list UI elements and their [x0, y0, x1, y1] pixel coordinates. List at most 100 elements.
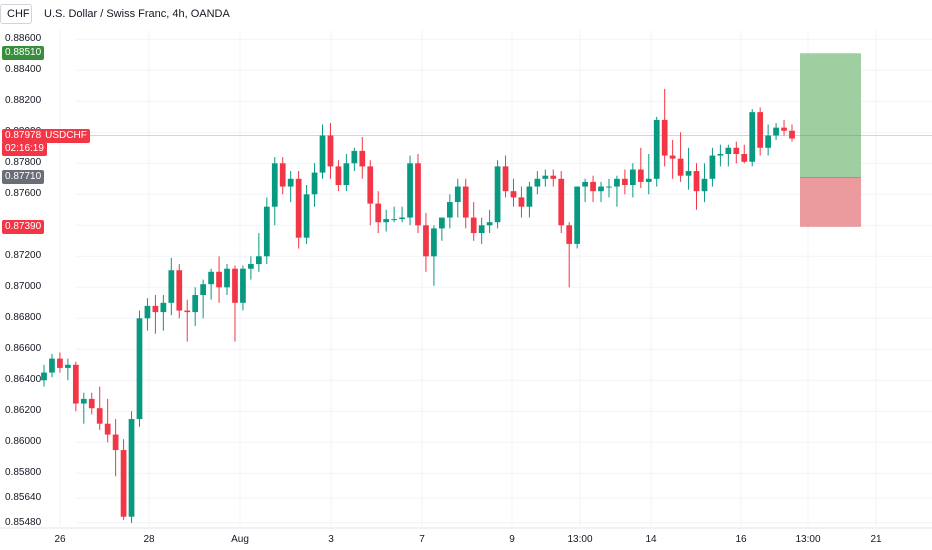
grid-lines — [59, 30, 932, 526]
current-price-tag: 0.87978 USDCHF — [2, 128, 90, 143]
candle — [518, 186, 525, 218]
candle — [582, 178, 588, 203]
candle — [685, 147, 692, 190]
candle — [88, 392, 95, 415]
time-tick-label: Aug — [231, 534, 249, 545]
price-tick-label: 0.87200 — [5, 250, 42, 262]
candle — [136, 310, 143, 427]
candle — [590, 175, 596, 203]
candle — [96, 386, 103, 430]
candle — [669, 140, 676, 179]
stop-price-tag: 0.87390 — [2, 219, 45, 234]
candle — [725, 144, 732, 167]
candle — [240, 265, 246, 311]
symbol-search-input[interactable]: CHF — [0, 4, 32, 24]
time-tick-label: 26 — [54, 534, 66, 545]
candle — [542, 169, 549, 187]
candle — [343, 154, 350, 192]
candle — [303, 185, 310, 244]
candle — [263, 197, 270, 265]
candle — [558, 171, 565, 234]
bar-countdown-tag: 02:16:19 — [2, 141, 47, 156]
candle — [717, 144, 724, 167]
candle — [311, 163, 318, 207]
candle — [709, 147, 716, 187]
candle — [526, 181, 533, 218]
candle — [367, 160, 374, 226]
candle — [391, 206, 397, 223]
candle — [57, 352, 63, 373]
candle — [653, 116, 660, 187]
stop-loss-zone[interactable] — [800, 177, 861, 227]
price-tick-label: 0.86600 — [5, 343, 42, 355]
candle — [168, 257, 175, 316]
candle — [295, 171, 302, 249]
position-zones[interactable] — [800, 53, 861, 227]
candle — [701, 163, 708, 203]
candle — [327, 123, 334, 179]
price-tick-label: 0.88600 — [5, 33, 42, 45]
candle — [661, 88, 668, 167]
candle — [271, 157, 278, 226]
candle — [399, 206, 405, 223]
candle — [423, 212, 429, 272]
candle — [279, 157, 286, 195]
candle — [574, 186, 581, 249]
candle — [49, 353, 55, 378]
candle — [757, 107, 764, 156]
candle — [446, 194, 453, 229]
candle — [566, 222, 573, 288]
price-tick-label: 0.86200 — [5, 405, 42, 417]
candle — [415, 154, 421, 234]
candle — [216, 256, 222, 303]
time-tick-label: 3 — [328, 534, 334, 545]
price-tick-label: 0.87600 — [5, 188, 42, 200]
price-tick-label: 0.85480 — [5, 516, 42, 528]
candle — [789, 124, 795, 142]
candle — [749, 109, 756, 167]
candle — [375, 191, 382, 234]
candle — [781, 119, 787, 136]
candle — [152, 295, 159, 334]
candle — [176, 264, 183, 319]
profit-target-zone[interactable] — [800, 53, 861, 178]
candle — [200, 279, 207, 319]
price-tick-label: 0.85800 — [5, 467, 42, 479]
current-price-value: 0.87978 — [5, 129, 42, 141]
candle — [733, 141, 740, 164]
candle — [120, 439, 127, 520]
candle — [765, 124, 771, 156]
candle — [192, 287, 199, 327]
candle — [439, 217, 445, 241]
candle — [510, 178, 517, 207]
candle — [637, 147, 644, 189]
price-tick-label: 0.87800 — [5, 157, 42, 169]
candle — [431, 225, 437, 286]
candle — [184, 299, 191, 342]
candle — [65, 358, 71, 381]
candle — [598, 181, 604, 203]
candle — [622, 169, 628, 195]
candle — [677, 132, 684, 182]
time-tick-label: 21 — [870, 534, 882, 545]
candle — [351, 147, 358, 172]
candle — [359, 136, 366, 179]
price-tick-label: 0.86800 — [5, 312, 42, 324]
candle — [645, 154, 652, 195]
candle — [462, 178, 469, 229]
candle — [72, 361, 79, 412]
candle — [41, 364, 47, 387]
candle — [287, 171, 294, 203]
candle — [470, 202, 477, 241]
candle — [144, 298, 151, 331]
candle — [160, 295, 167, 331]
candle — [224, 264, 230, 296]
candle — [335, 160, 342, 192]
candle — [112, 419, 119, 477]
candle — [741, 144, 748, 164]
price-tick-label: 0.86000 — [5, 436, 42, 448]
candle — [629, 163, 636, 198]
candle — [128, 411, 135, 523]
time-tick-label: 28 — [143, 534, 155, 545]
